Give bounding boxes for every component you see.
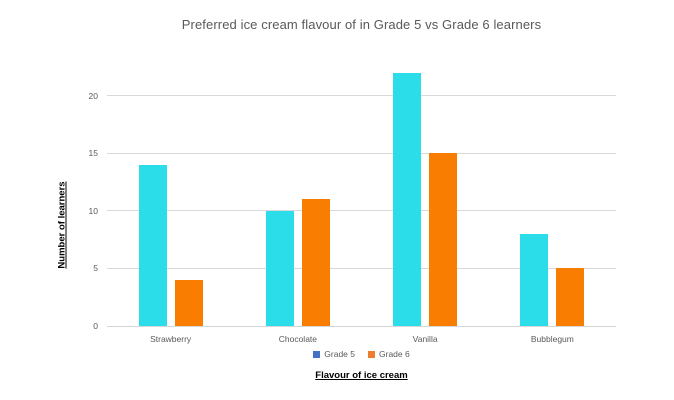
gridline <box>107 210 616 212</box>
bar-grade-6-bubblegum <box>556 268 585 326</box>
y-tick-label: 0 <box>93 321 98 331</box>
y-axis-title: Number of learners <box>56 181 68 269</box>
gridline <box>107 267 616 269</box>
category-label-strawberry: Strawberry <box>150 334 192 344</box>
legend: Grade 5 Grade 6 <box>107 349 616 359</box>
chart-title: Preferred ice cream flavour of in Grade … <box>181 17 542 32</box>
y-tick-label: 20 <box>88 90 98 101</box>
plot-area <box>107 67 616 327</box>
bar-grade-5-vanilla <box>393 72 422 326</box>
y-tick-label: 15 <box>88 148 98 159</box>
category-label-vanilla: Vanilla <box>412 334 438 344</box>
legend-item-grade-5: Grade 5 <box>313 349 355 359</box>
y-tick-label: 5 <box>93 263 98 274</box>
bar-grade-6-vanilla <box>429 153 458 326</box>
bar-grade-6-strawberry <box>174 279 203 326</box>
legend-label-grade-6: Grade 6 <box>379 349 410 359</box>
bar-grade-5-chocolate <box>265 210 294 326</box>
legend-swatch-grade-6 <box>368 350 375 358</box>
gridline <box>107 95 616 97</box>
category-label-chocolate: Chocolate <box>278 334 318 344</box>
gridline <box>107 152 616 154</box>
legend-item-grade-6: Grade 6 <box>368 349 410 359</box>
bar-grade-6-chocolate <box>301 199 330 326</box>
bar-grade-5-strawberry <box>138 164 167 326</box>
bar-grade-5-bubblegum <box>520 233 549 326</box>
x-axis-title: Flavour of ice cream <box>315 370 408 381</box>
legend-label-grade-5: Grade 5 <box>324 349 355 359</box>
legend-swatch-grade-5 <box>313 350 321 358</box>
category-label-bubblegum: Bubblegum <box>530 334 574 344</box>
y-tick-label: 10 <box>88 205 98 216</box>
